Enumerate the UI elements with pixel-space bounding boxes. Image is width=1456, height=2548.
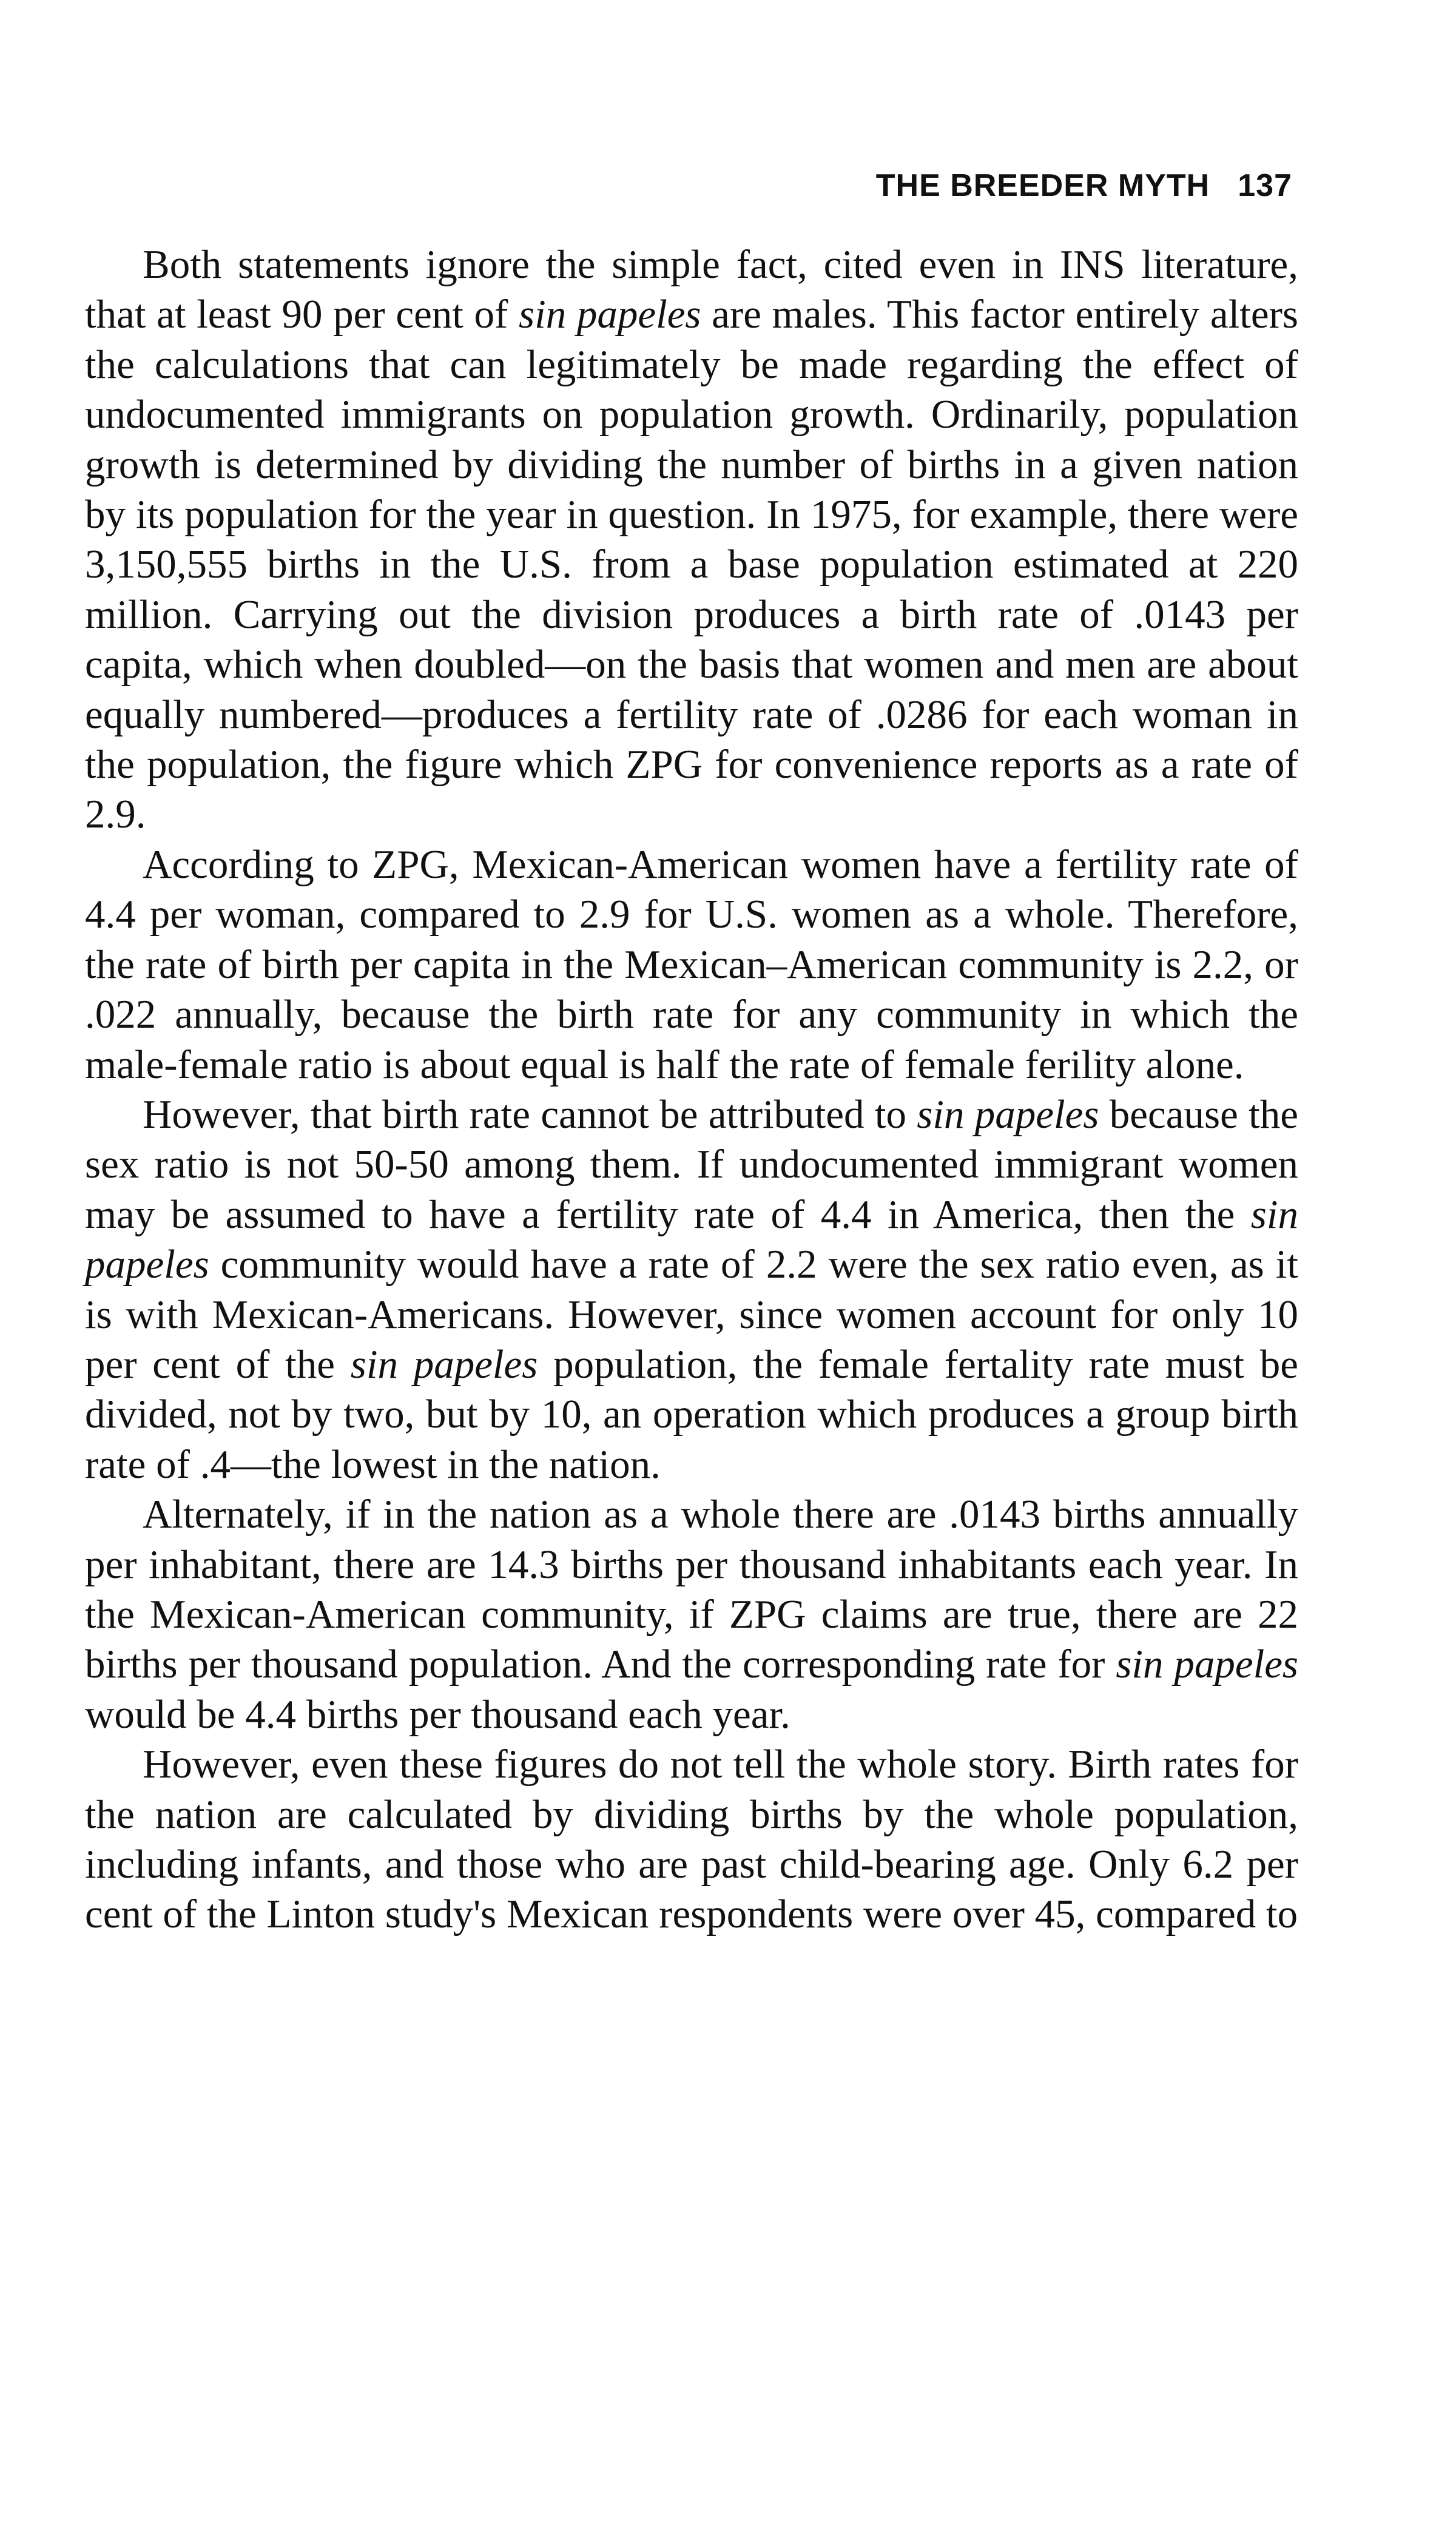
body-text: Both statements ignore the simple fact, … xyxy=(85,240,1298,1940)
italic-phrase: sin papeles xyxy=(350,1341,538,1387)
text-run: According to ZPG, Mexican-American women… xyxy=(85,841,1298,1087)
italic-phrase: sin papeles xyxy=(1116,1642,1299,1687)
italic-phrase: sin papeles xyxy=(519,292,701,337)
italic-phrase: sin papeles xyxy=(917,1091,1099,1137)
text-run: However, even these figures do not tell … xyxy=(85,1742,1298,1937)
text-run: Both statements ignore the simple fact, … xyxy=(85,242,1298,337)
italic-phrase: sin papeles xyxy=(85,1191,1298,1287)
running-header: THE BREEDER MYTH 137 xyxy=(876,170,1292,201)
page-number: 137 xyxy=(1238,168,1292,203)
paragraph: Alternately, if in the nation as a whole… xyxy=(85,1489,1298,1739)
paragraph: However, even these figures do not tell … xyxy=(85,1739,1298,1940)
text-run: because the sex ratio is not 50-50 among… xyxy=(85,1091,1298,1237)
paragraph: However, that birth rate cannot be attri… xyxy=(85,1090,1298,1489)
text-run: population, the female fertality rate mu… xyxy=(85,1341,1298,1487)
text-run: Alternately, if in the nation as a whole… xyxy=(85,1492,1298,1687)
paragraph: Both statements ignore the simple fact, … xyxy=(85,240,1298,840)
text-run: are males. This factor entirely alters t… xyxy=(85,292,1298,837)
text-run: would be 4.4 births per thousand each ye… xyxy=(85,1691,790,1737)
text-run: community would have a rate of 2.2 were … xyxy=(85,1242,1298,1387)
text-run: However, that birth rate cannot be attri… xyxy=(143,1091,917,1137)
paragraph: According to ZPG, Mexican-American women… xyxy=(85,840,1298,1090)
running-title: THE BREEDER MYTH xyxy=(875,168,1210,203)
